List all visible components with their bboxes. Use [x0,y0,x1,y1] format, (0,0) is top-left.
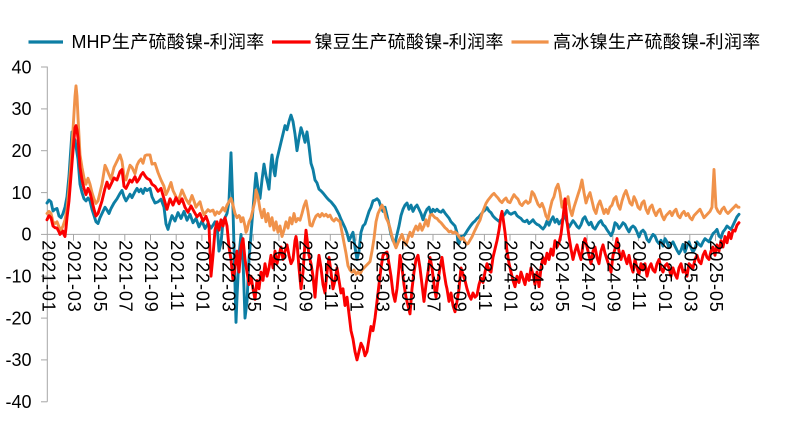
svg-text:-10: -10 [5,267,31,287]
svg-text:2023-09: 2023-09 [449,240,469,312]
svg-text:2021-03: 2021-03 [64,240,84,312]
svg-text:2021-11: 2021-11 [167,240,187,311]
svg-text:2024-03: 2024-03 [526,240,546,312]
svg-text:MHP: MHP [72,32,112,52]
svg-text:2022-09: 2022-09 [295,240,315,312]
svg-text:2024-01: 2024-01 [501,240,521,312]
svg-text:2023-01: 2023-01 [347,240,367,312]
svg-text:2025-03: 2025-03 [681,240,701,312]
svg-text:20: 20 [11,141,31,161]
svg-text:2025-05: 2025-05 [706,240,726,312]
svg-text:2025-01: 2025-01 [655,240,675,312]
svg-text:10: 10 [11,183,31,203]
svg-text:2021-07: 2021-07 [116,240,136,312]
svg-text:2024-07: 2024-07 [578,240,598,312]
svg-text:2023-11: 2023-11 [475,240,495,311]
svg-text:-40: -40 [5,392,31,412]
svg-text:2022-07: 2022-07 [270,240,290,312]
svg-text:2024-11: 2024-11 [629,240,649,311]
svg-text:-20: -20 [5,308,31,328]
svg-text:2022-01: 2022-01 [193,240,213,312]
svg-text:2023-05: 2023-05 [398,240,418,312]
svg-text:0: 0 [21,225,31,245]
svg-text:2021-05: 2021-05 [90,240,110,312]
svg-text:2023-03: 2023-03 [372,240,392,312]
svg-text:2022-11: 2022-11 [321,240,341,311]
svg-text:2022-05: 2022-05 [244,240,264,312]
svg-text:2022-03: 2022-03 [218,240,238,312]
svg-text:-30: -30 [5,350,31,370]
svg-text:30: 30 [11,99,31,119]
svg-text:2021-09: 2021-09 [141,240,161,312]
svg-text:2024-05: 2024-05 [552,240,572,312]
svg-text:2021-01: 2021-01 [39,240,59,312]
svg-text:2024-09: 2024-09 [604,240,624,312]
svg-text:40: 40 [11,57,31,77]
svg-text:2023-07: 2023-07 [424,240,444,312]
